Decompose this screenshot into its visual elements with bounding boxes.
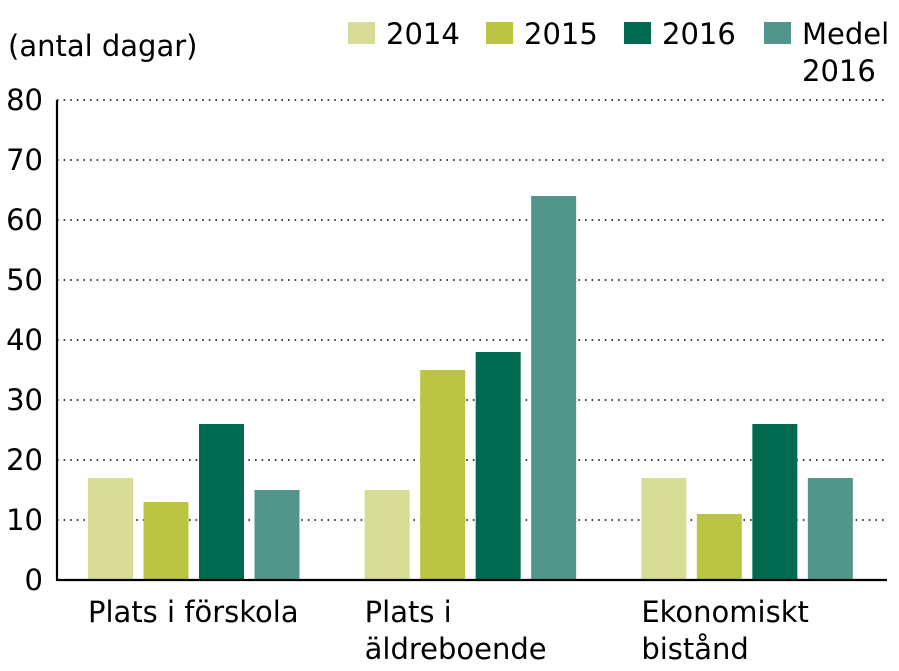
category-label: Plats i	[365, 595, 452, 629]
legend-swatch	[348, 22, 375, 44]
legend-label: 2015	[524, 17, 598, 51]
legend-swatch	[486, 22, 513, 44]
legend-swatch	[764, 22, 791, 44]
bar	[254, 490, 300, 580]
y-tick-label: 0	[25, 563, 43, 597]
y-tick-label: 50	[6, 263, 43, 297]
bar	[475, 352, 521, 580]
bar	[199, 424, 244, 580]
category-label: Ekonomiskt	[641, 595, 809, 629]
legend-label: 2016	[802, 54, 876, 88]
category-label: äldreboende	[365, 632, 547, 666]
legend-label: 2016	[662, 17, 736, 51]
legend-label: 2014	[386, 17, 460, 51]
y-tick-label: 60	[6, 203, 43, 237]
y-tick-label: 70	[6, 143, 43, 177]
y-tick-label: 20	[6, 443, 43, 477]
y-axis-label: (antal dagar)	[8, 29, 197, 63]
y-tick-label: 40	[6, 323, 43, 357]
bar	[696, 514, 742, 580]
bar	[641, 478, 687, 580]
y-tick-label: 80	[6, 83, 43, 117]
bar	[420, 370, 466, 580]
category-label: Plats i förskola	[88, 595, 299, 629]
category-label: bistånd	[641, 632, 749, 666]
legend-swatch	[624, 22, 651, 44]
bar	[143, 502, 189, 580]
y-tick-label: 30	[6, 383, 43, 417]
bar	[364, 490, 410, 580]
bar	[88, 478, 133, 580]
bar	[807, 478, 853, 580]
y-tick-label: 10	[6, 503, 43, 537]
bar	[531, 196, 577, 580]
bar	[752, 424, 798, 580]
legend-label: Medel	[802, 17, 889, 51]
